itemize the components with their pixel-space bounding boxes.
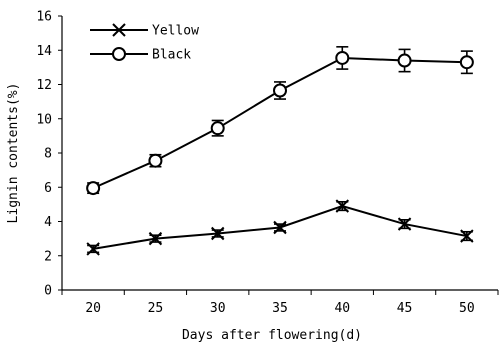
x-marker-stroke — [397, 217, 412, 231]
y-axis-label: Lignin contents(%) — [6, 83, 21, 224]
y-tick-label: 8 — [44, 147, 52, 162]
x-axis-label: Days after flowering(d) — [182, 328, 362, 343]
y-tick-label: 6 — [44, 181, 52, 196]
circle-marker — [273, 83, 287, 98]
x-marker-stroke — [148, 231, 163, 246]
x-marker-stroke — [211, 226, 225, 241]
legend-item: Black — [90, 47, 191, 63]
x-tick-label: 20 — [85, 301, 101, 316]
x-marker — [148, 231, 163, 246]
circle-marker — [148, 153, 163, 168]
x-marker — [211, 226, 225, 241]
x-marker-stroke — [335, 199, 349, 213]
circle-marker — [86, 181, 101, 196]
legend: Yellow Black — [90, 23, 199, 63]
y-tick-label: 16 — [36, 10, 52, 25]
x-tick-label: 25 — [148, 301, 164, 316]
x-marker — [460, 229, 474, 243]
x-marker-stroke — [86, 242, 100, 256]
x-marker — [273, 220, 287, 235]
x-tick-label: 35 — [272, 301, 288, 316]
series-layer — [86, 46, 474, 256]
series-black — [86, 46, 474, 196]
x-tick-label: 30 — [210, 301, 226, 316]
x-marker — [86, 242, 100, 256]
circle-marker — [112, 47, 126, 61]
y-axis-ticks: 0 2 4 6 8 10 12 14 16 — [36, 10, 62, 299]
legend-item: Yellow — [90, 23, 199, 39]
x-axis-ticks: 20 25 30 35 40 45 50 — [61, 290, 499, 316]
circle-marker — [210, 121, 225, 136]
x-marker — [397, 217, 412, 231]
x-marker-stroke — [460, 229, 474, 243]
x-marker — [112, 23, 126, 37]
y-tick-label: 4 — [44, 215, 52, 230]
y-tick-label: 12 — [36, 78, 52, 93]
x-marker-stroke — [112, 23, 126, 37]
circle-marker — [335, 50, 350, 65]
y-tick-label: 10 — [36, 112, 52, 127]
x-tick-label: 40 — [334, 301, 350, 316]
x-tick-label: 45 — [397, 301, 413, 316]
series-line — [92, 56, 467, 190]
y-tick-label: 2 — [44, 249, 52, 264]
x-marker — [335, 199, 349, 213]
legend-label: Yellow — [152, 24, 199, 39]
x-marker-stroke — [273, 220, 287, 235]
y-tick-label: 14 — [36, 44, 52, 59]
legend-label: Black — [152, 48, 191, 63]
circle-marker — [397, 53, 412, 68]
series-yellow — [86, 199, 474, 256]
y-tick-label: 0 — [44, 284, 52, 299]
x-tick-label: 50 — [459, 301, 475, 316]
circle-marker — [459, 55, 474, 70]
